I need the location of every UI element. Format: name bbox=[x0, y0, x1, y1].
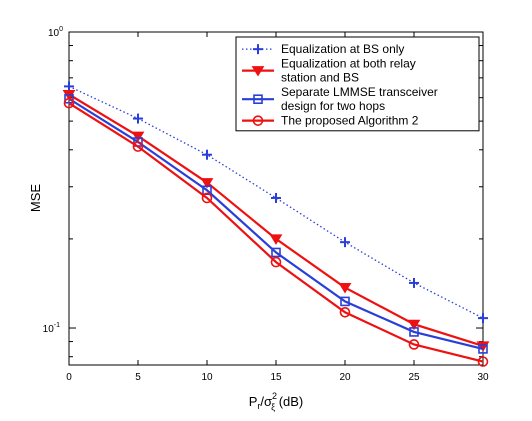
series-4-line bbox=[68, 102, 484, 363]
y-tick-label: 10-1 bbox=[43, 322, 60, 335]
legend-box bbox=[235, 36, 480, 132]
legend-entry-3: design for two hops bbox=[281, 99, 385, 113]
x-axis-label-sup: 2 bbox=[272, 391, 277, 401]
series-4 bbox=[63, 97, 489, 367]
x-tick-label: 5 bbox=[135, 372, 141, 383]
legend-marker-2 bbox=[251, 66, 265, 77]
series-1-point bbox=[409, 277, 419, 288]
series-4-point bbox=[132, 141, 144, 152]
series-1-point bbox=[340, 237, 350, 248]
series-1-point bbox=[202, 149, 212, 160]
series-4-point bbox=[201, 192, 213, 204]
series-layer bbox=[62, 81, 490, 367]
series-3-point bbox=[409, 327, 419, 337]
series-4-point bbox=[339, 307, 351, 318]
y-axis-label: MSE bbox=[28, 184, 43, 213]
series-1-point bbox=[478, 313, 488, 324]
series-4-point bbox=[477, 356, 489, 367]
x-axis-label-sub1: r bbox=[257, 401, 260, 411]
x-axis-label-base: P bbox=[249, 394, 258, 409]
x-tick-label: 0 bbox=[66, 372, 72, 383]
legend-entry-2: station and BS bbox=[281, 71, 359, 85]
series-3-point bbox=[271, 247, 281, 258]
legend-entry-4: The proposed Algorithm 2 bbox=[281, 114, 419, 128]
series-3-point bbox=[64, 93, 74, 104]
y-tick-label-base: 10 bbox=[48, 28, 60, 39]
x-axis-label-sub2: ξ bbox=[271, 402, 275, 412]
legend-entry-1: Equalization at BS only bbox=[281, 42, 404, 56]
series-1-point bbox=[271, 192, 281, 203]
series-2-point bbox=[407, 319, 421, 331]
series-2 bbox=[62, 89, 490, 352]
series-4-point bbox=[270, 256, 282, 268]
series-4-point bbox=[408, 339, 420, 350]
y-tick-label-exponent: -1 bbox=[54, 322, 60, 329]
series-2-point bbox=[338, 283, 352, 294]
series-3-point bbox=[340, 296, 350, 307]
x-tick-label: 30 bbox=[477, 372, 489, 383]
legend-marker-4 bbox=[252, 115, 264, 126]
series-1 bbox=[64, 81, 488, 324]
x-axis-label-slash: /σ bbox=[260, 394, 272, 409]
y-tick-label: 100 bbox=[48, 26, 63, 39]
y-tick-label-base: 10 bbox=[43, 324, 55, 335]
series-2-point bbox=[131, 131, 145, 143]
series-4-point bbox=[63, 97, 75, 109]
legend-marker-1 bbox=[253, 44, 263, 55]
legend-entry-2: Equalization at both relay bbox=[281, 56, 416, 70]
x-tick-label: 20 bbox=[339, 372, 351, 383]
series-2-point bbox=[200, 178, 214, 189]
legend-entry-3: Separate LMMSE transceiver bbox=[281, 85, 438, 99]
series-1-point bbox=[133, 113, 143, 124]
x-axis-label-unit: (dB) bbox=[275, 394, 303, 409]
y-tick-label-exponent: 0 bbox=[59, 26, 63, 33]
x-tick-label: 10 bbox=[201, 372, 213, 383]
series-2-point bbox=[269, 234, 283, 245]
legend-marker-3 bbox=[253, 94, 263, 104]
series-1-point bbox=[64, 81, 74, 92]
x-tick-label: 25 bbox=[408, 372, 420, 383]
series-3-point bbox=[478, 344, 488, 354]
x-tick-label: 15 bbox=[270, 372, 282, 383]
x-axis-label: Pr/σ2 ξ (dB) bbox=[249, 391, 304, 412]
